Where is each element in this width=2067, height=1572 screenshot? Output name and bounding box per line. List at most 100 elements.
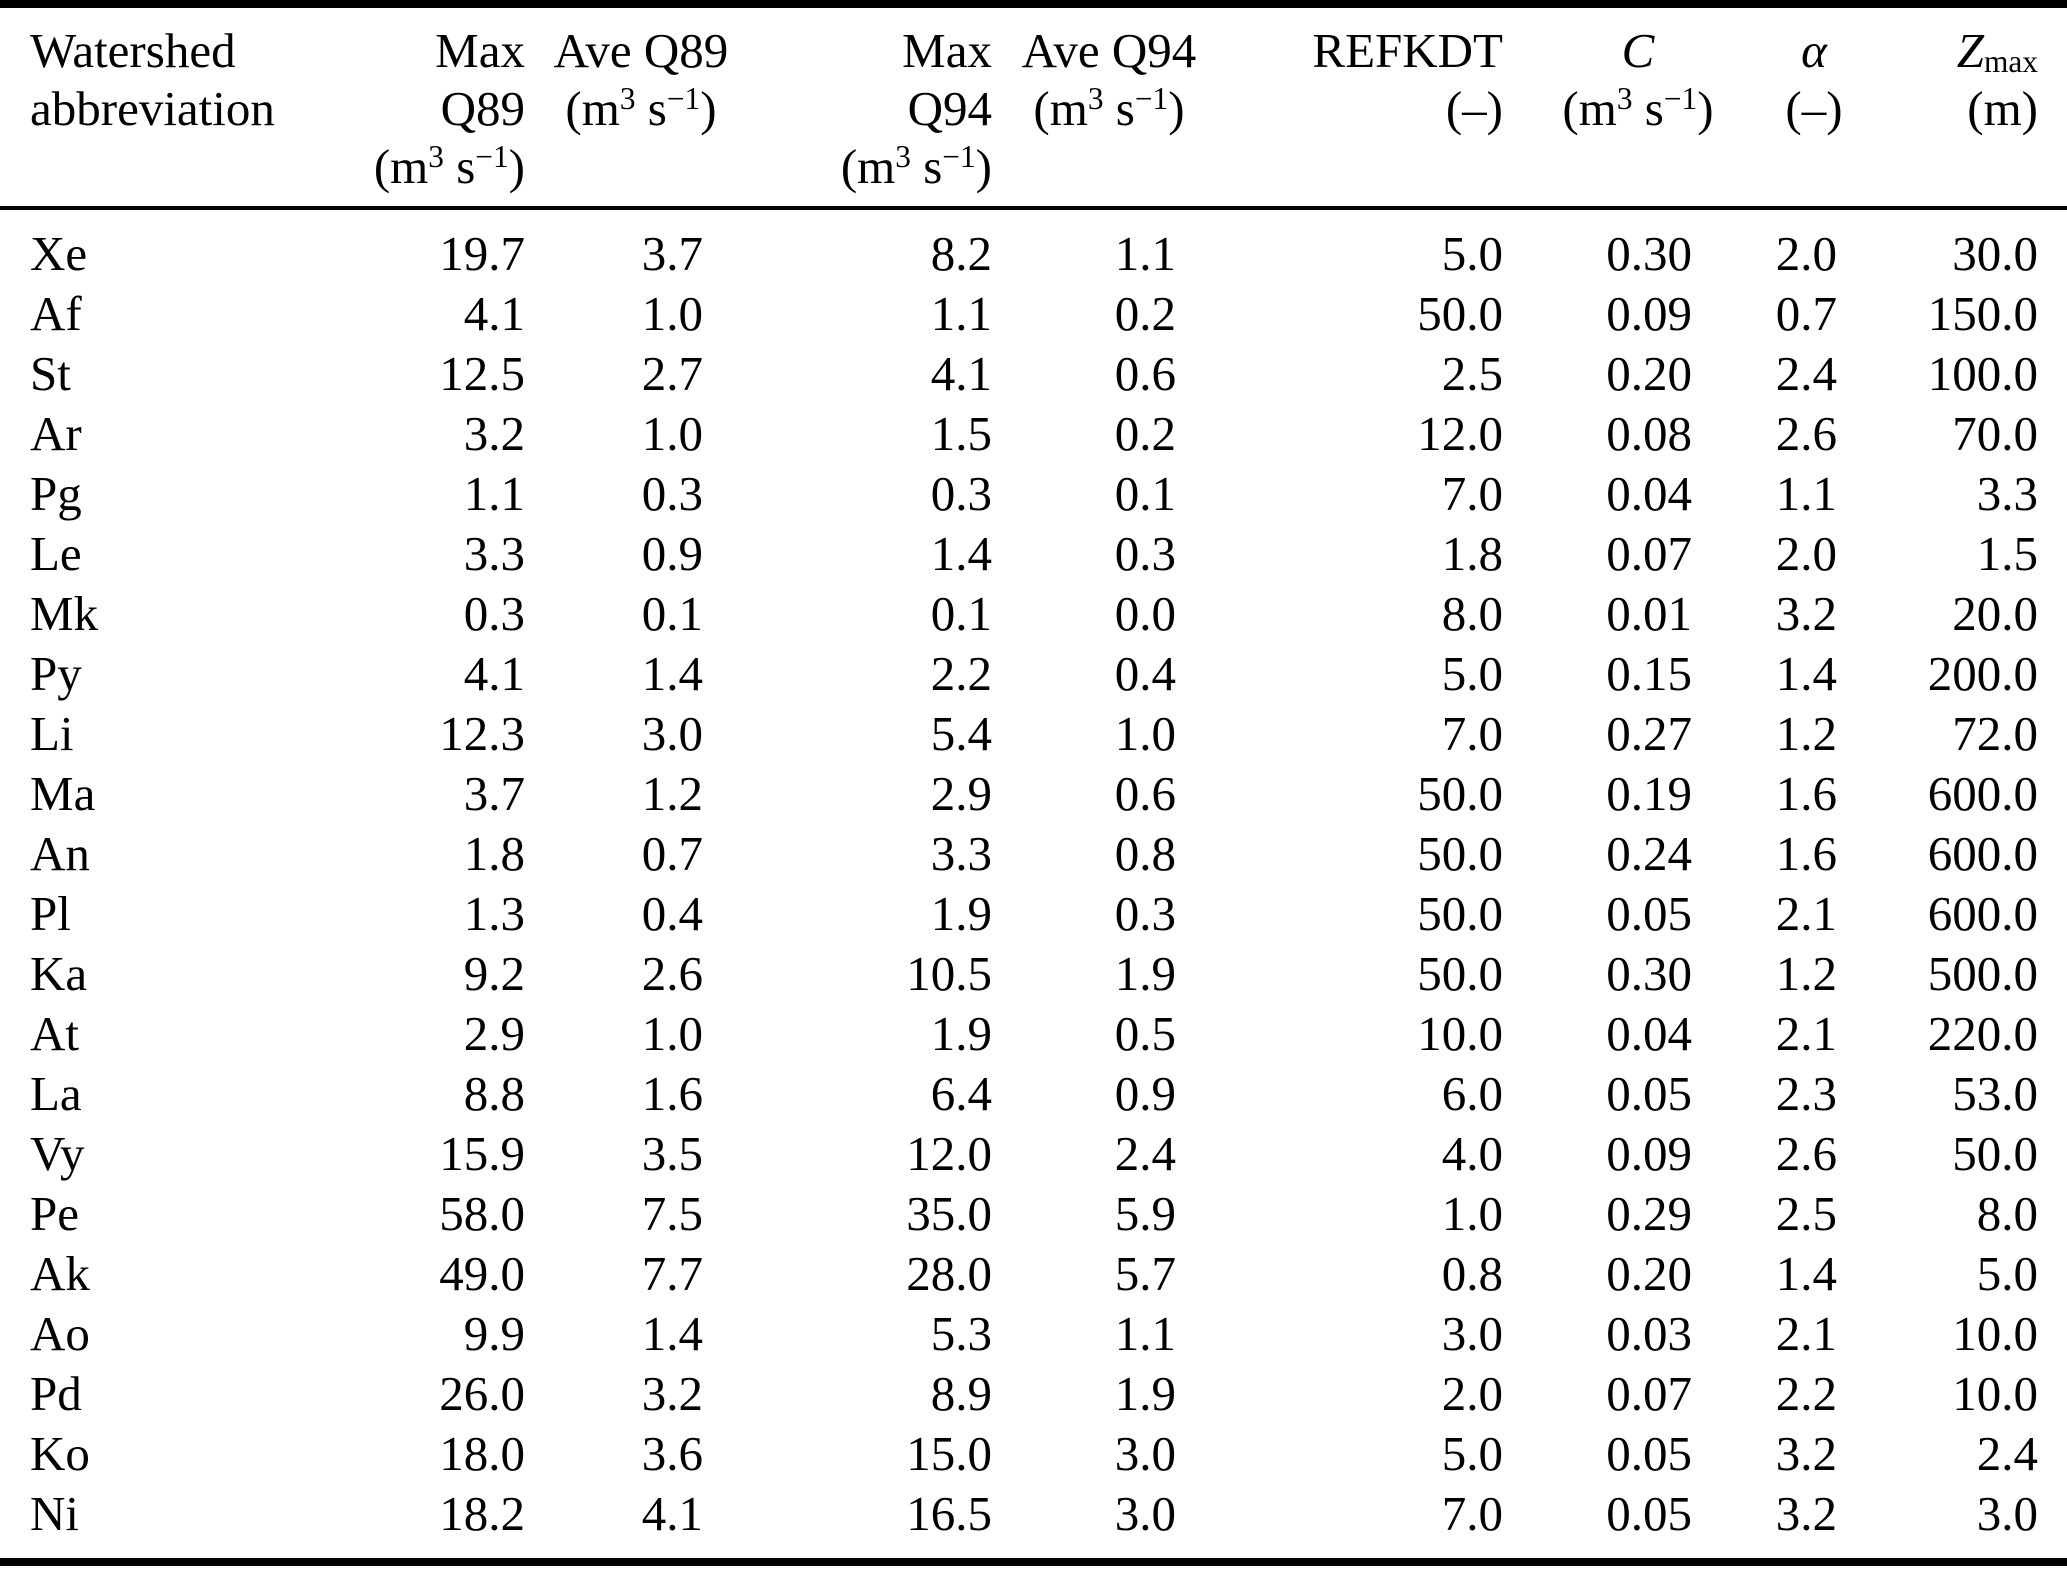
- cell-refkdt: 0.8: [1441, 1246, 1503, 1301]
- table-row: Mk 0.3 0.1 0.1 0.0 8.0 0.01 3.2 20.0: [0, 584, 2067, 644]
- cell-c: 0.05: [1606, 1066, 1692, 1121]
- cell-zmax: 2.4: [1976, 1426, 2038, 1481]
- cell-ave-q94: 0.3: [1114, 526, 1176, 581]
- cell-max-q89: 49.0: [439, 1246, 525, 1301]
- cell-ave-q89: 0.1: [641, 586, 703, 641]
- cell-watershed-abbreviation: Ar: [30, 406, 82, 461]
- cell-watershed-abbreviation: Ao: [30, 1306, 90, 1361]
- superscript-exponent: 3: [619, 80, 636, 116]
- cell-alpha: 1.2: [1775, 946, 1837, 1001]
- unit-meters: (m): [1967, 81, 2038, 136]
- cell-ave-q94: 0.4: [1114, 646, 1176, 701]
- cell-max-q94: 15.0: [906, 1426, 992, 1481]
- cell-ave-q89: 3.5: [641, 1126, 703, 1181]
- cell-max-q89: 1.8: [463, 826, 525, 881]
- table-row: Vy 15.9 3.5 12.0 2.4 4.0 0.09 2.6 50.0: [0, 1124, 2067, 1184]
- header-line: Q94: [907, 81, 992, 136]
- cell-c: 0.29: [1606, 1186, 1692, 1241]
- cell-watershed-abbreviation: Py: [30, 646, 82, 701]
- cell-max-q94: 6.4: [930, 1066, 992, 1121]
- header-line: Ave Q94: [1021, 23, 1197, 78]
- superscript-exponent: −1: [1663, 80, 1698, 116]
- cell-refkdt: 3.0: [1441, 1306, 1503, 1361]
- cell-ave-q89: 1.0: [641, 286, 703, 341]
- cell-watershed-abbreviation: Li: [30, 706, 74, 761]
- table-row: An 1.8 0.7 3.3 0.8 50.0 0.24 1.6 600.0: [0, 824, 2067, 884]
- cell-c: 0.04: [1606, 466, 1692, 521]
- cell-c: 0.09: [1606, 286, 1692, 341]
- cell-refkdt: 1.0: [1441, 1186, 1503, 1241]
- cell-zmax: 10.0: [1952, 1366, 2038, 1421]
- cell-refkdt: 8.0: [1441, 586, 1503, 641]
- cell-max-q94: 2.9: [930, 766, 992, 821]
- superscript-exponent: 3: [895, 138, 911, 174]
- header-line: Max: [902, 23, 992, 78]
- cell-watershed-abbreviation: Vy: [30, 1126, 85, 1181]
- cell-ave-q94: 1.9: [1114, 1366, 1176, 1421]
- col-header-zmax: Zmax (m): [1855, 4, 2067, 210]
- cell-refkdt: 50.0: [1417, 946, 1503, 1001]
- cell-max-q94: 0.3: [930, 466, 992, 521]
- cell-max-q89: 0.3: [463, 586, 525, 641]
- cell-zmax: 30.0: [1952, 226, 2038, 281]
- cell-c: 0.19: [1606, 766, 1692, 821]
- cell-watershed-abbreviation: Ni: [30, 1486, 79, 1541]
- cell-zmax: 600.0: [1927, 886, 2038, 941]
- cell-ave-q89: 1.4: [641, 646, 703, 701]
- cell-watershed-abbreviation: Xe: [30, 226, 88, 281]
- cell-refkdt: 5.0: [1441, 226, 1503, 281]
- cell-refkdt: 7.0: [1441, 706, 1503, 761]
- cell-ave-q94: 0.6: [1114, 766, 1176, 821]
- cell-ave-q94: 1.1: [1114, 226, 1176, 281]
- cell-ave-q89: 1.4: [641, 1306, 703, 1361]
- table-row: Le 3.3 0.9 1.4 0.3 1.8 0.07 2.0 1.5: [0, 524, 2067, 584]
- table-row: Ma 3.7 1.2 2.9 0.6 50.0 0.19 1.6 600.0: [0, 764, 2067, 824]
- cell-ave-q89: 0.7: [641, 826, 703, 881]
- cell-max-q94: 1.9: [930, 886, 992, 941]
- cell-ave-q94: 1.9: [1114, 946, 1176, 1001]
- cell-max-q89: 58.0: [439, 1186, 525, 1241]
- cell-c: 0.15: [1606, 646, 1692, 701]
- cell-ave-q94: 3.0: [1114, 1486, 1176, 1541]
- cell-max-q89: 4.1: [463, 286, 525, 341]
- col-header-refkdt: REFKDT (–): [1226, 4, 1503, 210]
- cell-refkdt: 4.0: [1441, 1126, 1503, 1181]
- cell-alpha: 2.1: [1775, 886, 1837, 941]
- cell-alpha: 1.2: [1775, 706, 1837, 761]
- cell-ave-q89: 1.6: [641, 1066, 703, 1121]
- cell-refkdt: 12.0: [1417, 406, 1503, 461]
- cell-watershed-abbreviation: Ka: [30, 946, 88, 1001]
- table-row: Ka 9.2 2.6 10.5 1.9 50.0 0.30 1.2 500.0: [0, 944, 2067, 1004]
- cell-refkdt: 50.0: [1417, 886, 1503, 941]
- cell-c: 0.20: [1606, 346, 1692, 401]
- col-header-watershed-abbreviation: Watershed abbreviation: [0, 4, 330, 210]
- table-row: Af 4.1 1.0 1.1 0.2 50.0 0.09 0.7 150.0: [0, 284, 2067, 344]
- cell-c: 0.01: [1606, 586, 1692, 641]
- cell-ave-q89: 3.0: [641, 706, 703, 761]
- superscript-exponent: 3: [428, 138, 444, 174]
- cell-ave-q94: 5.7: [1114, 1246, 1176, 1301]
- table-body: Xe 19.7 3.7 8.2 1.1 5.0 0.30 2.0 30.0 Af…: [0, 208, 2067, 1562]
- table-row: At 2.9 1.0 1.9 0.5 10.0 0.04 2.1 220.0: [0, 1004, 2067, 1064]
- cell-c: 0.05: [1606, 1426, 1692, 1481]
- cell-watershed-abbreviation: An: [30, 826, 90, 881]
- superscript-exponent: −1: [1134, 80, 1169, 116]
- cell-max-q94: 8.2: [930, 226, 992, 281]
- cell-ave-q89: 1.2: [641, 766, 703, 821]
- cell-ave-q94: 1.1: [1114, 1306, 1176, 1361]
- cell-max-q89: 1.1: [463, 466, 525, 521]
- cell-max-q94: 1.9: [930, 1006, 992, 1061]
- cell-max-q89: 4.1: [463, 646, 525, 701]
- cell-c: 0.30: [1606, 226, 1692, 281]
- cell-c: 0.09: [1606, 1126, 1692, 1181]
- cell-refkdt: 2.0: [1441, 1366, 1503, 1421]
- cell-watershed-abbreviation: Pl: [30, 886, 71, 941]
- cell-max-q89: 12.3: [439, 706, 525, 761]
- cell-max-q89: 12.5: [439, 346, 525, 401]
- cell-refkdt: 7.0: [1441, 1486, 1503, 1541]
- cell-ave-q94: 0.0: [1114, 586, 1176, 641]
- cell-ave-q89: 1.0: [641, 406, 703, 461]
- cell-watershed-abbreviation: Pe: [30, 1186, 79, 1241]
- cell-zmax: 5.0: [1976, 1246, 2038, 1301]
- unit-m3-per-s: (m3 s−1): [1562, 80, 1714, 136]
